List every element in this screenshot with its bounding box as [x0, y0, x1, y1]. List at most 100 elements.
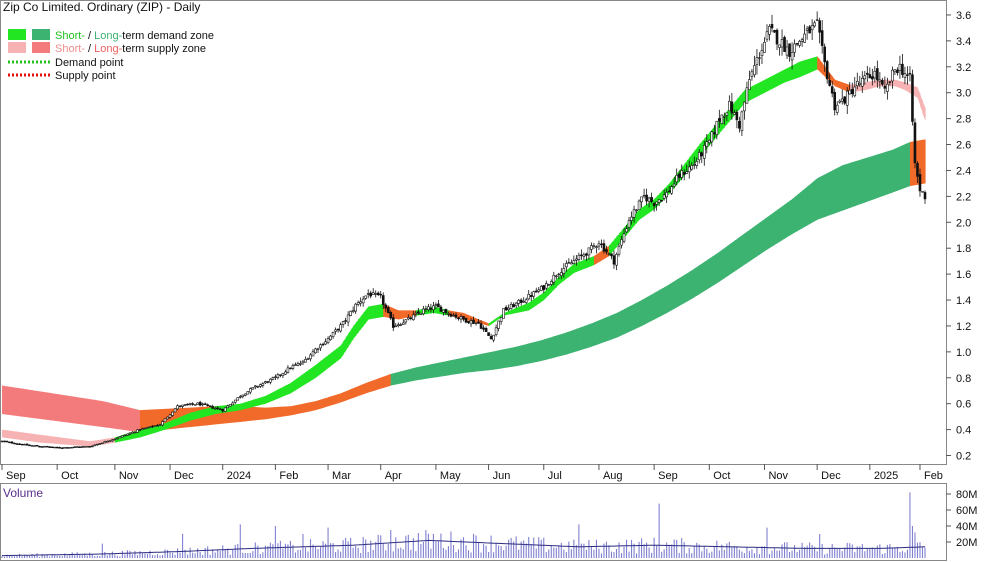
short-term-zone-segment [358, 316, 362, 333]
long-term-zone-segment [72, 396, 76, 424]
short-term-zone-segment [546, 287, 550, 298]
candle-body [434, 304, 438, 306]
short-term-zone-segment [491, 319, 495, 325]
x-tick-label: Jul [548, 470, 562, 482]
long-term-zone-segment [320, 398, 324, 409]
long-term-zone-segment [493, 350, 497, 370]
long-term-zone-segment [636, 301, 640, 329]
candle-body [672, 183, 676, 187]
short-term-zone-segment [498, 314, 502, 320]
long-term-zone-segment [639, 300, 643, 328]
short-term-zone-segment [200, 409, 204, 418]
long-term-zone-segment [77, 397, 81, 425]
short-term-zone-segment [335, 347, 339, 363]
candle-body [35, 445, 39, 447]
candle-body [557, 273, 561, 276]
legend-demand-sep: / [85, 30, 94, 42]
short-term-zone-segment [400, 310, 404, 319]
candle-body [489, 336, 493, 340]
short-term-zone-segment [513, 307, 517, 314]
candle-body [833, 92, 837, 111]
long-term-zone-segment [606, 316, 610, 342]
long-term-zone-segment [323, 397, 327, 408]
candle-body [389, 312, 393, 319]
candle-body [264, 381, 267, 384]
short-term-zone-segment [42, 435, 46, 443]
long-term-zone-segment [681, 274, 685, 305]
long-term-zone-segment [315, 400, 319, 411]
candle-body [585, 253, 588, 256]
short-term-zone-segment [190, 412, 194, 421]
long-term-zone-segment [581, 326, 585, 350]
long-term-zone-segment [54, 393, 58, 422]
long-term-zone-segment [295, 404, 299, 415]
long-term-zone-segment [496, 350, 500, 370]
short-term-zone-segment [408, 310, 412, 318]
short-term-zone-segment [523, 303, 527, 312]
long-term-zone-segment [2, 385, 6, 415]
candle-body [359, 301, 362, 304]
candle-body [477, 321, 480, 324]
long-term-zone-segment [686, 271, 690, 302]
short-term-zone-segment [751, 84, 756, 100]
long-term-zone-segment [897, 146, 901, 191]
candle-body [294, 364, 297, 366]
long-term-zone-segment [724, 246, 728, 279]
candle-body [850, 89, 854, 95]
short-term-zone-segment [330, 351, 334, 367]
short-term-zone-segment [373, 305, 377, 319]
legend-demand-zone: Short- / Long-term demand zone [55, 30, 214, 42]
candle-body [128, 432, 132, 435]
candle-body [156, 424, 159, 427]
short-term-zone-segment [837, 80, 841, 89]
candle-body [417, 311, 420, 314]
candle-body [492, 334, 495, 341]
long-term-zone-segment [460, 357, 465, 374]
candle-body [171, 411, 174, 416]
candle-body [299, 363, 302, 365]
candle-body [715, 120, 719, 135]
long-term-zone-segment [498, 349, 502, 369]
long-term-zone-segment [340, 392, 344, 403]
long-term-zone-segment [17, 387, 21, 417]
candle-body [702, 145, 706, 159]
legend-swatch-short-demand [8, 29, 26, 40]
candle-body [449, 313, 453, 317]
candle-body [437, 303, 440, 308]
short-term-zone-segment [774, 73, 778, 88]
candle-body [193, 404, 197, 406]
price-panel-frame [0, 0, 947, 465]
long-term-zone-segment [626, 306, 630, 333]
candle-body [93, 444, 97, 447]
candle-body [183, 404, 187, 406]
long-term-zone-segment [313, 401, 317, 411]
candle-body [38, 446, 41, 448]
long-term-zone-segment [608, 315, 613, 341]
long-term-zone-segment [842, 164, 846, 211]
candle-body [474, 322, 478, 324]
short-term-zone-segment [777, 71, 781, 87]
short-term-zone-segment [285, 384, 289, 396]
long-term-zone-segment [802, 188, 806, 229]
long-term-zone-segment [849, 162, 853, 208]
long-term-zone-segment [94, 399, 98, 427]
long-term-zone-segment [782, 204, 786, 241]
candle-body [402, 322, 405, 325]
short-term-zone-segment [262, 395, 266, 405]
long-term-zone-segment [445, 360, 450, 376]
short-term-zone-segment [613, 236, 618, 250]
long-term-zone-segment [245, 406, 249, 422]
long-term-zone-segment [129, 407, 134, 432]
long-term-zone-segment [87, 398, 91, 426]
short-term-zone-segment [172, 418, 176, 427]
long-term-zone-segment [797, 192, 801, 232]
long-term-zone-segment [328, 396, 332, 407]
candle-body [336, 328, 340, 331]
candle-body [725, 112, 729, 116]
long-term-zone-segment [92, 399, 96, 427]
candle-body [803, 33, 806, 43]
short-term-zone-segment [819, 59, 823, 75]
short-term-zone-segment [365, 306, 369, 323]
candle-body [208, 405, 212, 407]
long-term-zone-segment [749, 227, 753, 262]
